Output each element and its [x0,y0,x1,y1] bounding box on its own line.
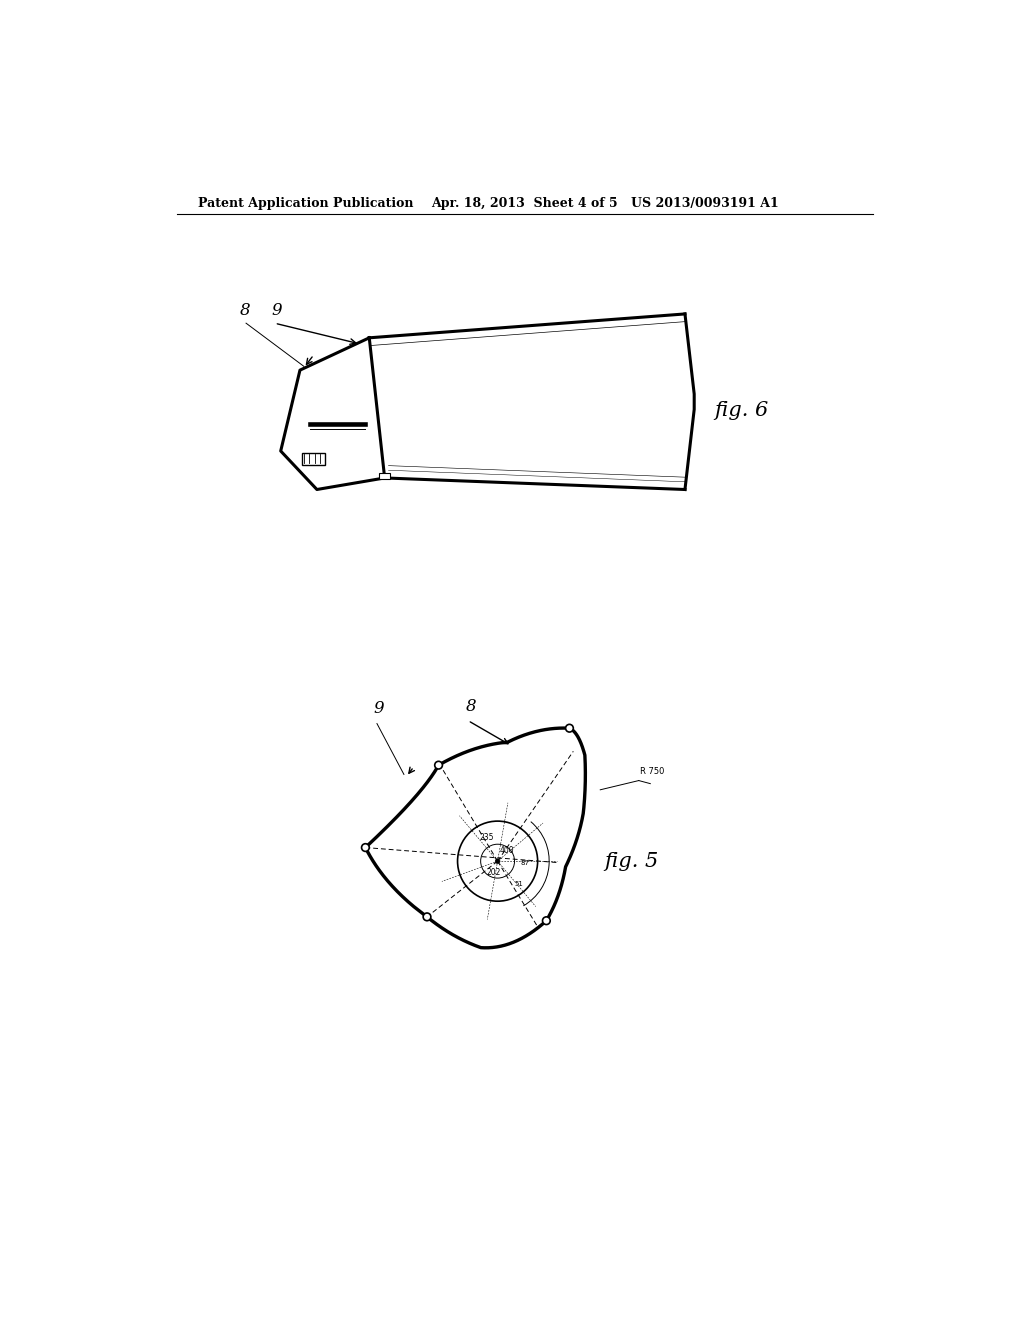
Polygon shape [370,314,694,490]
Text: fig. 5: fig. 5 [604,851,658,871]
Bar [379,474,390,479]
Circle shape [423,913,431,921]
Circle shape [543,917,550,924]
Text: R 750: R 750 [640,767,665,776]
Text: Patent Application Publication: Patent Application Publication [199,197,414,210]
Text: US 2013/0093191 A1: US 2013/0093191 A1 [631,197,779,210]
Bar [301,453,325,465]
Text: 8: 8 [240,302,251,319]
Text: Apr. 18, 2013  Sheet 4 of 5: Apr. 18, 2013 Sheet 4 of 5 [431,197,617,210]
Text: fig. 6: fig. 6 [714,401,768,420]
Text: 235: 235 [479,833,494,842]
Polygon shape [281,338,385,490]
Circle shape [435,762,442,770]
Circle shape [565,725,573,733]
Text: 8: 8 [466,698,476,715]
Text: 202: 202 [486,869,501,876]
Text: 400: 400 [500,846,514,855]
Text: 9: 9 [271,302,282,319]
Circle shape [496,859,500,863]
Circle shape [361,843,370,851]
Text: 51: 51 [515,880,523,887]
Polygon shape [366,729,586,948]
Text: 9: 9 [373,700,384,717]
Text: 87: 87 [520,861,529,866]
